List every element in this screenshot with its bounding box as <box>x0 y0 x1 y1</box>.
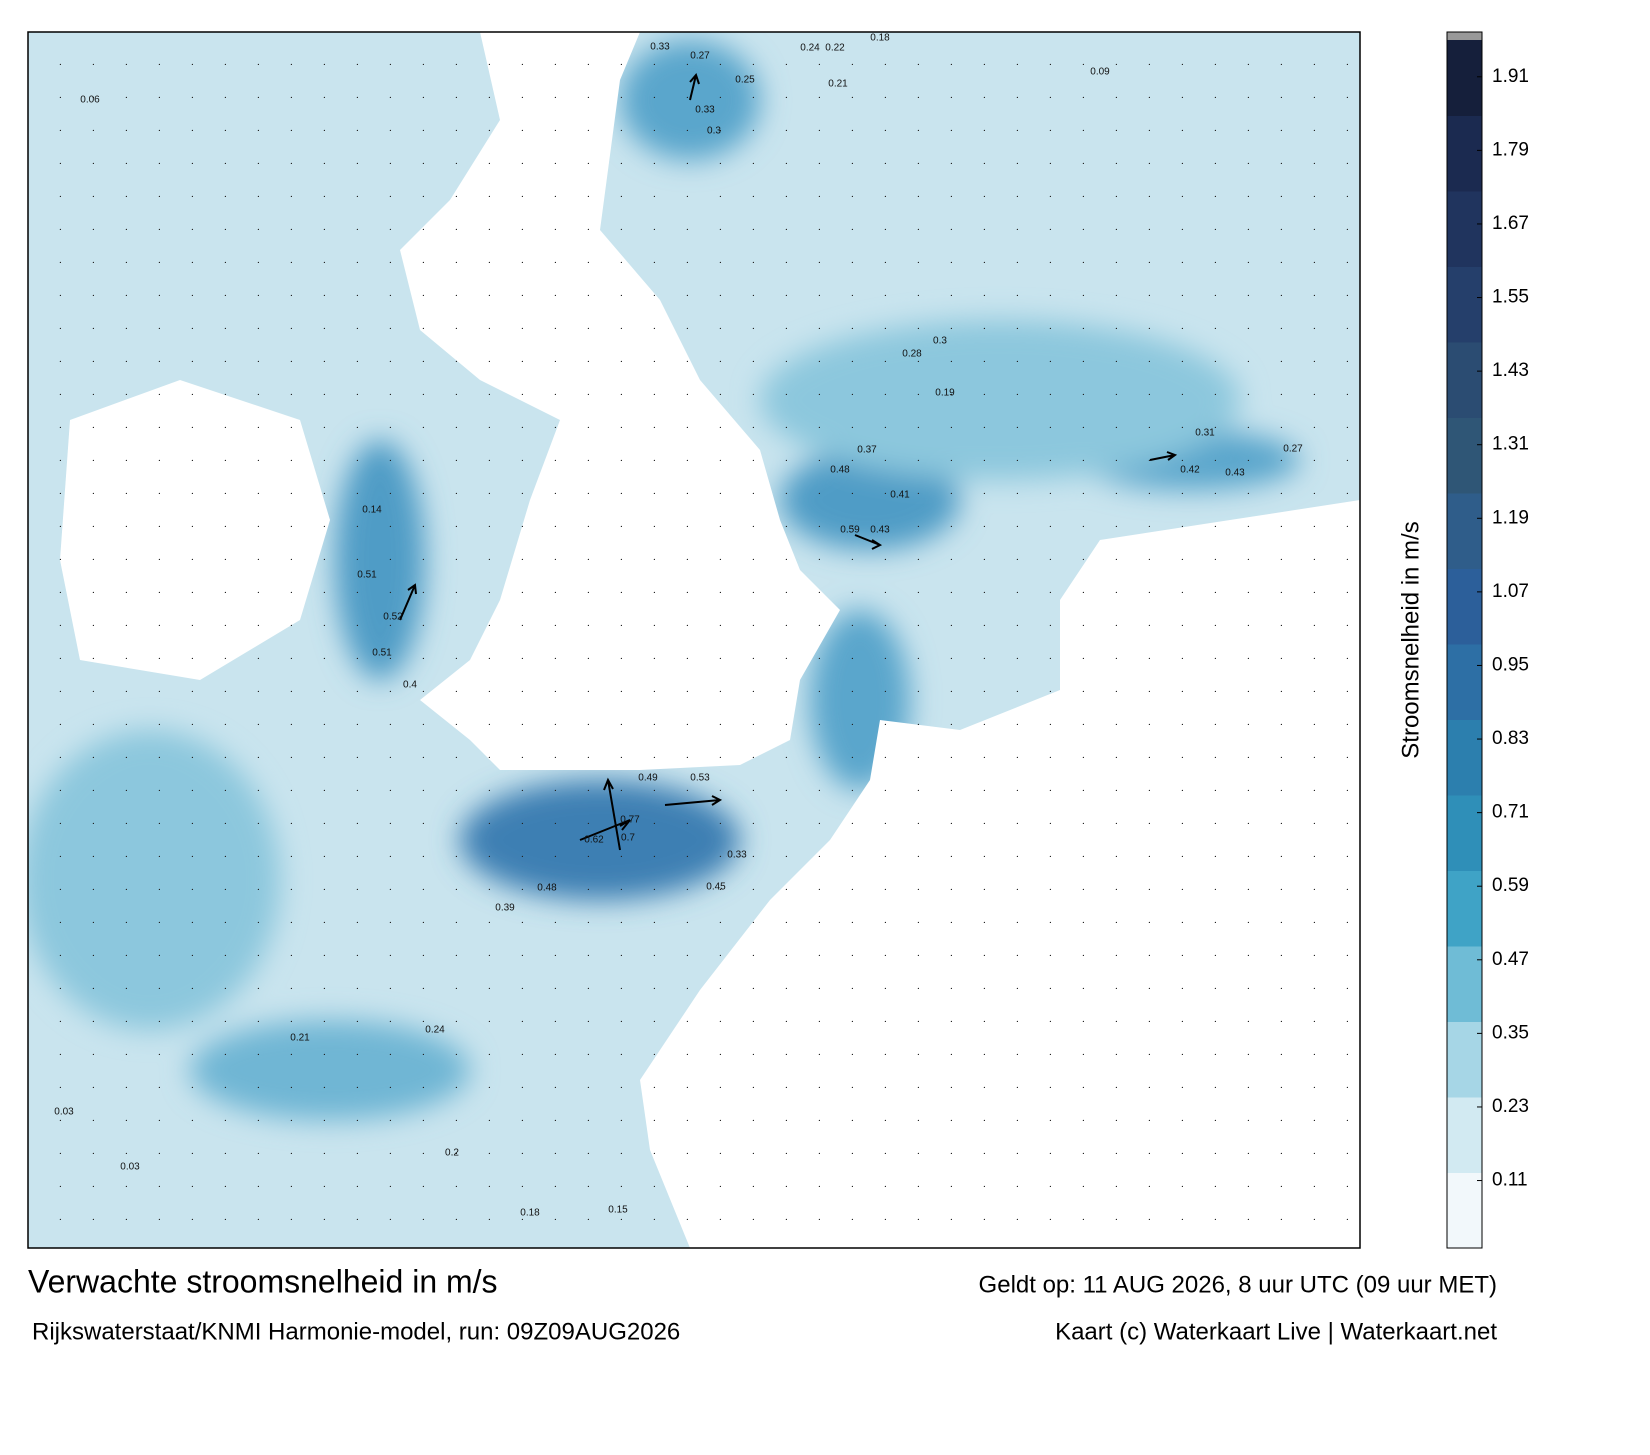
speed-label: 0.43 <box>870 525 890 536</box>
colorbar-tick-label: 0.95 <box>1492 654 1529 675</box>
speed-label: 0.77 <box>620 815 640 826</box>
speed-label: 0.62 <box>584 835 604 846</box>
colorbar-band <box>1447 266 1482 343</box>
speed-label: 0.42 <box>1180 465 1200 476</box>
colorbar-frame <box>1446 31 1483 1249</box>
speed-label: 0.28 <box>902 349 922 360</box>
speed-label: 0.2 <box>445 1148 459 1159</box>
speed-label: 0.59 <box>840 525 860 536</box>
speed-label: 0.31 <box>1195 428 1215 439</box>
speed-label: 0.33 <box>650 42 670 53</box>
colorbar-tick-label: 1.79 <box>1492 139 1529 160</box>
colorbar-band <box>1447 568 1482 645</box>
credit: Kaart (c) Waterkaart Live | Waterkaart.n… <box>1055 1318 1497 1345</box>
colorbar-tick-label: 0.83 <box>1492 728 1529 749</box>
vector-grid <box>28 32 1360 1248</box>
speed-label: 0.27 <box>690 51 710 62</box>
speed-label: 0.48 <box>537 883 557 894</box>
speed-label: 0.48 <box>830 465 850 476</box>
colorbar-band <box>1447 870 1482 947</box>
colorbar-tick-label: 1.55 <box>1492 287 1529 308</box>
valid-time: Geldt op: 11 AUG 2026, 8 uur UTC (09 uur… <box>979 1271 1497 1298</box>
speed-label: 0.51 <box>357 570 377 581</box>
colorbar-band <box>1447 1097 1482 1173</box>
colorbar-tick-label: 1.31 <box>1492 434 1529 455</box>
speed-label: 0.45 <box>706 882 726 893</box>
colorbar-label: Stroomsnelheid in m/s <box>1397 521 1424 758</box>
speed-label: 0.37 <box>857 445 877 456</box>
colorbar-band <box>1447 1021 1482 1098</box>
colorbar-band <box>1447 719 1482 796</box>
colorbar-band <box>1447 40 1482 116</box>
map-frame <box>27 31 1361 1249</box>
speed-label: 0.25 <box>735 75 755 86</box>
speed-label: 0.3 <box>933 336 947 347</box>
colorbar-band <box>1447 644 1482 720</box>
speed-label: 0.24 <box>425 1025 445 1036</box>
colorbar-tick-label: 1.19 <box>1492 507 1529 528</box>
colorbar-band <box>1447 493 1482 569</box>
speed-label: 0.4 <box>403 680 417 691</box>
colorbar-tick-label: 1.43 <box>1492 360 1529 381</box>
colorbar: 0.11 0.23 0.35 0.47 0.59 0.71 0.83 0.95 1.07 1.19… <box>1446 31 1529 1249</box>
colorbar-band <box>1447 191 1482 267</box>
map-subtitle: Rijkswaterstaat/KNMI Harmonie-model, run… <box>32 1318 680 1345</box>
colorbar-tick-label: 0.23 <box>1492 1096 1529 1117</box>
colorbar-cap <box>1447 32 1482 40</box>
speed-label: 0.09 <box>1090 67 1110 78</box>
map-title: Verwachte stroomsnelheid in m/s <box>28 1263 498 1299</box>
map-area: 0.33 0.27 0.25 0.33 0.3 0.24 0.22 0.21 0.18 0.3 0.… <box>28 32 1360 1248</box>
speed-label: 0.21 <box>828 79 848 90</box>
speed-label: 0.39 <box>495 903 515 914</box>
speed-label: 0.7 <box>621 833 635 844</box>
colorbar-band <box>1447 946 1482 1022</box>
speed-label: 0.19 <box>935 388 955 399</box>
speed-label: 0.06 <box>80 95 100 106</box>
speed-label: 0.33 <box>727 850 747 861</box>
colorbar-tick-label: 0.71 <box>1492 802 1529 823</box>
colorbar-tick-label: 1.91 <box>1492 66 1529 87</box>
speed-label: 0.33 <box>695 105 715 116</box>
speed-label: 0.53 <box>690 773 710 784</box>
speed-label: 0.22 <box>825 43 845 54</box>
speed-label: 0.51 <box>372 648 392 659</box>
speed-label: 0.18 <box>870 33 890 44</box>
current-arrows <box>399 73 1178 851</box>
colorbar-tick-label: 1.67 <box>1492 213 1529 234</box>
colorbar-tick-label: 1.07 <box>1492 581 1529 602</box>
colorbar-band <box>1447 417 1482 494</box>
speed-label: 0.14 <box>362 505 382 516</box>
colorbar-band <box>1447 795 1482 871</box>
colorbar-tick-label: 0.47 <box>1492 949 1529 970</box>
speed-label: 0.41 <box>890 490 910 501</box>
colorbar-tick-label: 0.35 <box>1492 1022 1529 1043</box>
speed-label: 0.27 <box>1283 444 1303 455</box>
speed-label: 0.18 <box>520 1208 540 1219</box>
colorbar-tick-label: 0.11 <box>1492 1170 1528 1191</box>
colorbar-band <box>1447 115 1482 192</box>
speed-label: 0.3 <box>707 126 721 137</box>
colorbar-band <box>1447 1172 1482 1249</box>
speed-label: 0.15 <box>608 1205 628 1216</box>
speed-label: 0.43 <box>1225 468 1245 479</box>
speed-label: 0.24 <box>800 43 820 54</box>
colorbar-band <box>1447 342 1482 418</box>
colorbar-tick-label: 0.59 <box>1492 875 1529 896</box>
speed-labels: 0.33 0.27 0.25 0.33 0.3 0.24 0.22 0.21 0.18 0.3 0.… <box>54 33 1303 1219</box>
speed-label: 0.52 <box>383 612 403 623</box>
speed-label: 0.49 <box>638 773 658 784</box>
speed-label: 0.03 <box>54 1107 74 1118</box>
speed-label: 0.21 <box>290 1033 310 1044</box>
speed-label: 0.03 <box>120 1162 140 1173</box>
